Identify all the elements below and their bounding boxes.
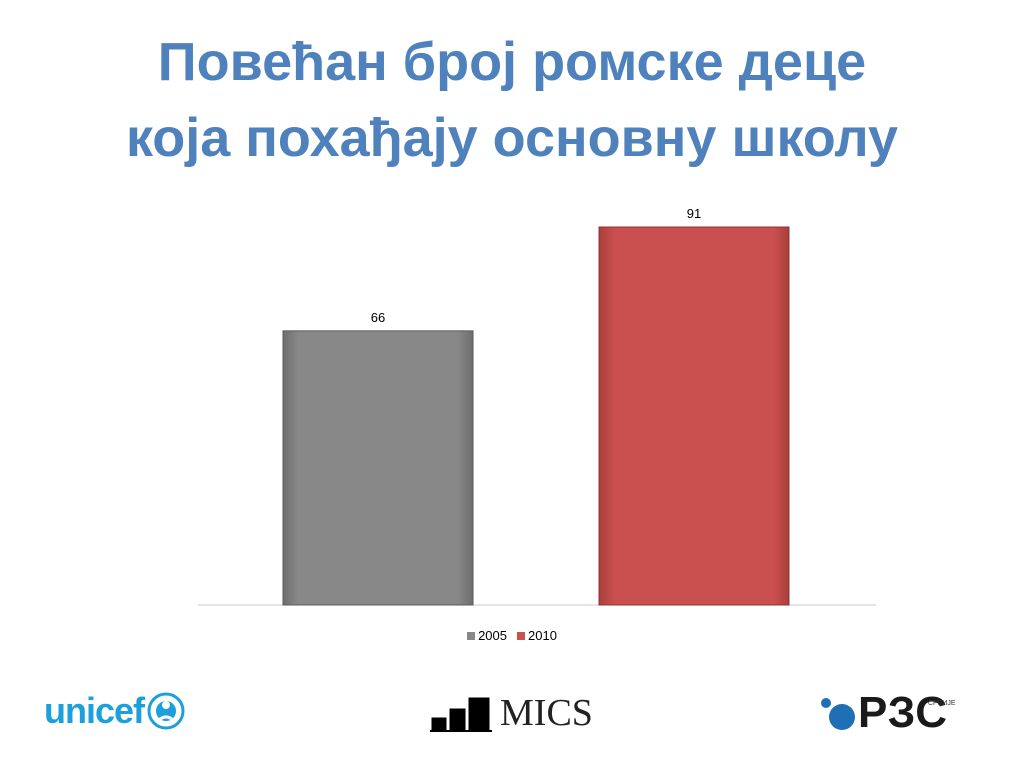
bar-2005 bbox=[282, 330, 474, 606]
slide-title-line-2: која похађају основну школу bbox=[125, 108, 899, 168]
legend-swatch-2005 bbox=[467, 631, 476, 640]
rzs-logo: РЗС СРБИЈЕ bbox=[818, 688, 956, 738]
mics-logo: MICS bbox=[430, 694, 593, 732]
legend-label-2005: 2005 bbox=[478, 628, 507, 643]
data-label-2010: 91 bbox=[687, 206, 701, 221]
legend-item-2010: 2010 bbox=[517, 628, 557, 643]
slide-title: Повећан број ромске деце која похађају о… bbox=[0, 24, 1024, 176]
logo-strip: unicef MICS РЗС СРБИЈЕ bbox=[0, 680, 1024, 750]
bar-2010 bbox=[598, 226, 790, 606]
rzs-subtitle: СРБИЈЕ bbox=[928, 700, 956, 707]
mics-bars-icon bbox=[430, 697, 492, 732]
legend-item-2005: 2005 bbox=[467, 628, 507, 643]
unicef-wordmark: unicef bbox=[44, 690, 145, 731]
unicef-logo: unicef bbox=[44, 690, 186, 732]
chart-legend: 2005 2010 bbox=[0, 628, 1024, 643]
slide-title-line-1: Повећан број ромске деце bbox=[157, 32, 867, 92]
legend-swatch-2010 bbox=[517, 631, 525, 640]
mics-wordmark: MICS bbox=[500, 692, 593, 734]
data-label-2005: 66 bbox=[371, 310, 385, 325]
rzs-dot-icon bbox=[821, 698, 855, 730]
legend-label-2010: 2010 bbox=[528, 628, 557, 643]
unicef-emblem-icon bbox=[147, 692, 185, 730]
rzs-wordmark: РЗС bbox=[858, 688, 949, 737]
bar-chart: 66 91 bbox=[198, 206, 876, 606]
